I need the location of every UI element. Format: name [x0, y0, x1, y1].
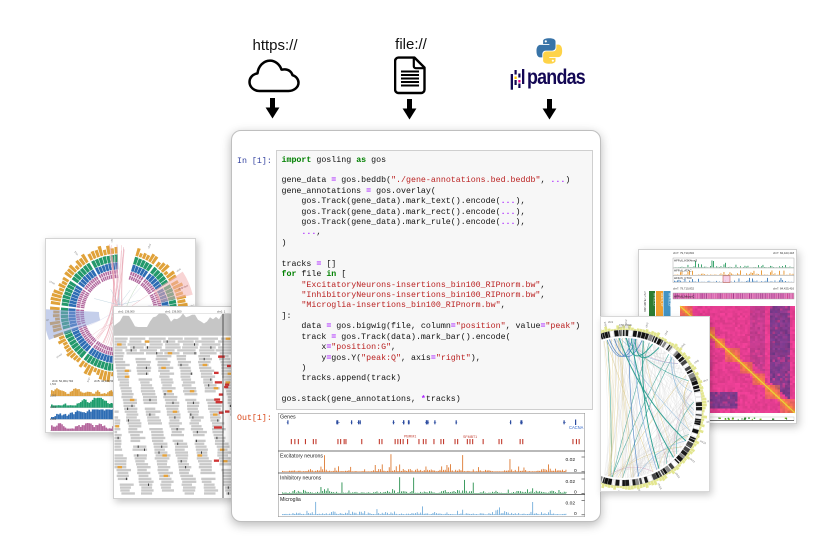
svg-text:chr7: chr7 [702, 378, 709, 384]
svg-text:chr10: chr10 [699, 439, 707, 446]
svg-text:chr5: 44,109,59: chr5: 44,109,59 [94, 379, 114, 383]
svg-text:Excitatory neurons: Excitatory neurons [280, 454, 323, 460]
svg-text:0: 0 [574, 511, 577, 517]
svg-text:chr8: chr8 [707, 399, 710, 403]
svg-text:CACNA: CACNA [569, 425, 584, 430]
svg-text:SFMBT1: SFMBT1 [463, 435, 477, 439]
svg-text:HFFc6_CT: HFFc6_CT [660, 293, 664, 307]
svg-text:chr2: chr2 [110, 238, 113, 242]
svg-text:chr12: chr12 [48, 279, 55, 285]
svg-text:0 50,000kb: 0 50,000kb [619, 323, 632, 327]
svg-text:HFFc6_CT: HFFc6_CT [652, 293, 656, 307]
svg-text:chr1: chr1 [608, 320, 614, 324]
svg-text:0: 0 [574, 468, 577, 474]
svg-text:chr15: chr15 [617, 490, 621, 492]
svg-text:chr7: 79,710,832: chr7: 79,710,832 [673, 287, 694, 291]
svg-text:0: 0 [574, 490, 577, 496]
svg-text:HFFc6_ATAC: HFFc6_ATAC [674, 268, 692, 272]
svg-text:Genes: Genes [280, 414, 296, 420]
svg-text:chr3: chr3 [147, 243, 152, 249]
svg-text:chr1: chr1 [603, 321, 608, 327]
svg-text:chr6 chr7: chr6 chr7 [178, 284, 189, 291]
svg-text:chr9: chr9 [706, 420, 710, 425]
svg-text:Microglia: Microglia [280, 497, 301, 503]
svg-text:chr7: 84,425,416: chr7: 84,425,416 [773, 287, 794, 291]
svg-text:chr14: chr14 [637, 489, 642, 492]
svg-text:chr4: chr4 [663, 329, 669, 336]
svg-text:chr13: chr13 [657, 482, 664, 490]
svg-text:chr1: chr1 [73, 250, 79, 256]
svg-text:Inhibitory neurons: Inhibitory neurons [280, 476, 322, 482]
svg-text:0.02: 0.02 [566, 457, 576, 463]
svg-text:HFFc6_Micro-C: HFFc6_Micro-C [674, 295, 694, 299]
svg-text:0.02: 0.02 [566, 479, 576, 485]
svg-text:HFFc6_H3K4me3: HFFc6_H3K4me3 [674, 258, 698, 262]
svg-text:chr1: 136,000: chr1: 136,000 [118, 310, 135, 314]
svg-text:HFFc6_CT: HFFc6_CT [667, 293, 671, 307]
svg-text:1,500: 1,500 [50, 383, 57, 386]
svg-text:chr10: chr10 [55, 353, 62, 359]
svg-text:chr9: chr9 [86, 377, 91, 383]
svg-text:chr7: 79,710,832: chr7: 79,710,832 [673, 251, 694, 255]
svg-text:HFFc6_CTCF: HFFc6_CTCF [674, 276, 692, 280]
svg-text:chr7: 78,087,209: chr7: 78,087,209 [643, 292, 647, 313]
svg-text:0.02: 0.02 [566, 501, 576, 507]
svg-text:chr7: 84,423,418: chr7: 84,423,418 [773, 251, 794, 255]
svg-text:chr11: chr11 [45, 318, 49, 322]
svg-text:chr3: chr3 [644, 322, 649, 328]
svg-text:1,500: 1,500 [50, 395, 57, 398]
svg-text:1,500: 1,500 [50, 418, 57, 421]
svg-text:chr2: chr2 [624, 319, 628, 325]
svg-text:PBRM1: PBRM1 [404, 435, 416, 439]
svg-text:chr12: chr12 [674, 471, 681, 479]
svg-text:chr4: 52,004,794: chr4: 52,004,794 [52, 379, 73, 383]
svg-text:chr1: 136,500: chr1: 136,500 [165, 310, 182, 314]
svg-text:chr4: chr4 [176, 267, 182, 273]
svg-text:chr1: 1: chr1: 1 [217, 310, 226, 314]
svg-text:chr11: chr11 [689, 457, 697, 464]
svg-text:chr6: chr6 [693, 358, 700, 364]
svg-text:1,500: 1,500 [50, 406, 57, 409]
svg-text:chr5: chr5 [680, 342, 687, 349]
